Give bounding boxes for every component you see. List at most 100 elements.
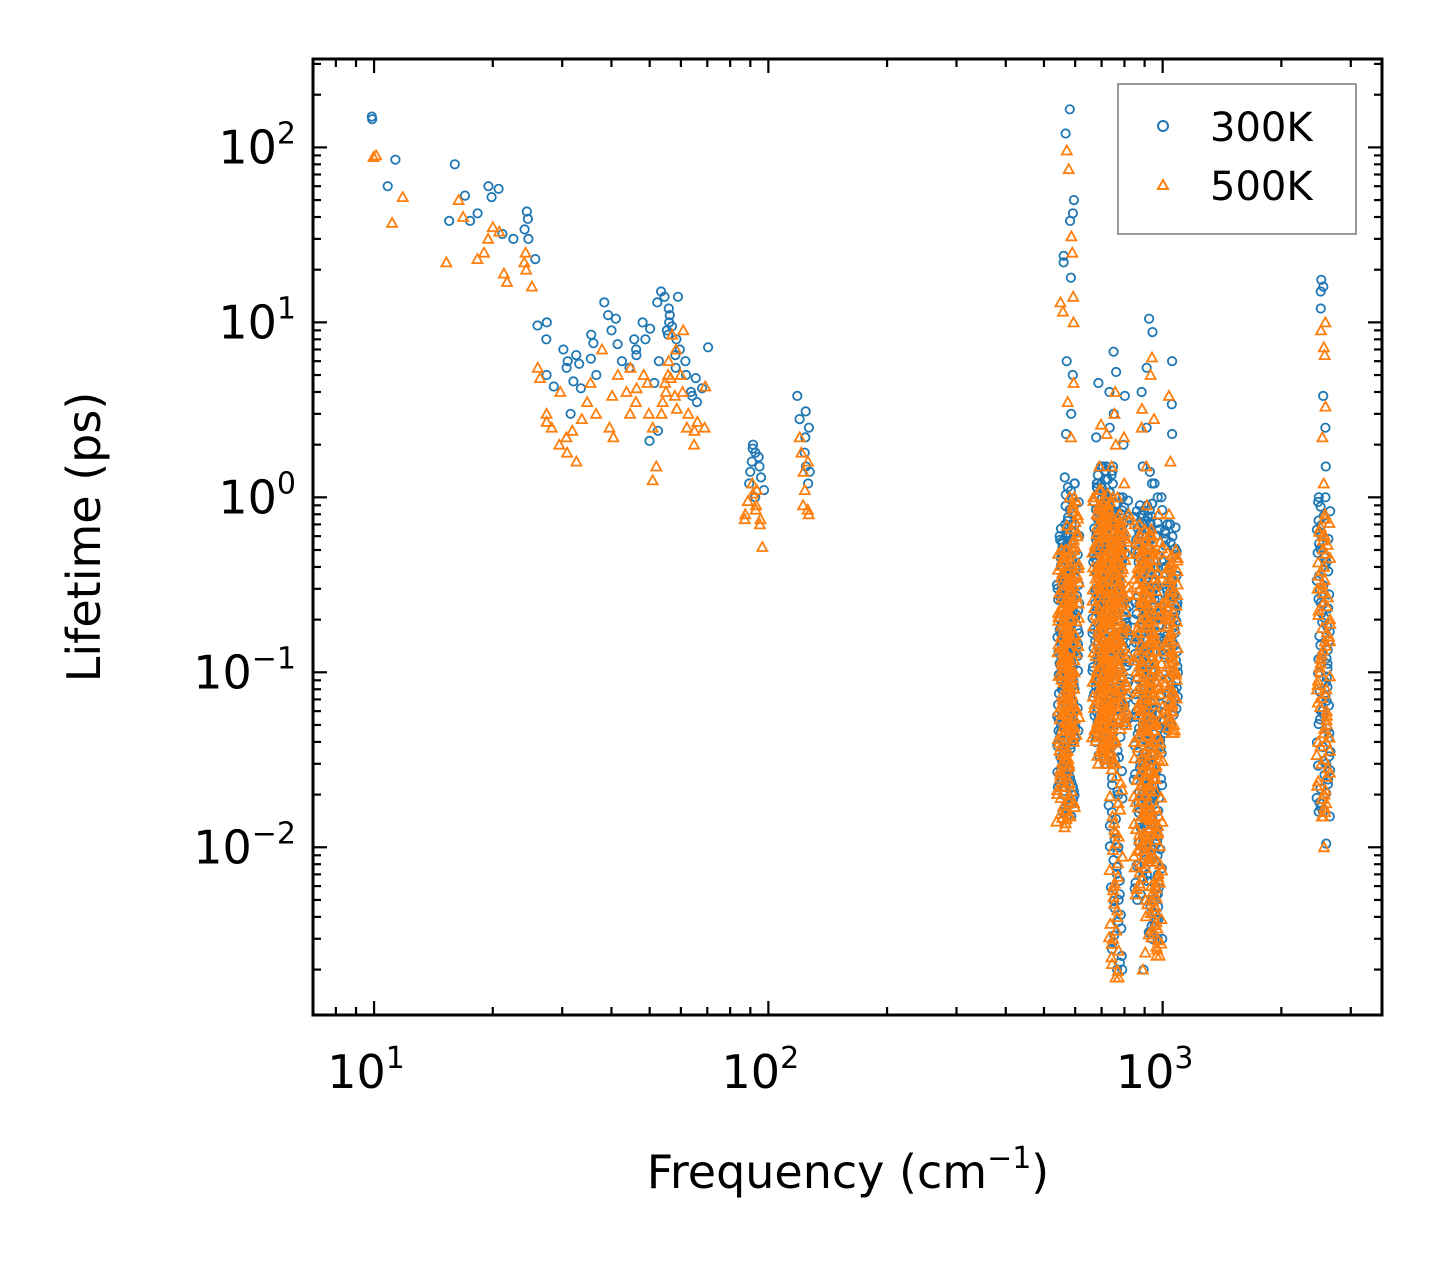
band-point-300k xyxy=(1313,492,1324,503)
band-point-500k xyxy=(1153,839,1167,852)
data-point-300k xyxy=(1149,478,1160,489)
data-point-300k xyxy=(1108,346,1119,357)
band-point-500k xyxy=(1111,964,1125,976)
band-point-500k xyxy=(1110,510,1125,523)
band-point-500k xyxy=(1159,593,1173,606)
data-point-300k xyxy=(629,334,640,345)
data-point-300k xyxy=(792,390,803,401)
data-point-500k xyxy=(1318,315,1332,328)
data-point-300k xyxy=(1068,195,1080,206)
data-point-500k xyxy=(1134,809,1149,822)
y-tick-label: 100 xyxy=(218,466,296,524)
band-point-500k xyxy=(1100,556,1114,568)
data-point-500k xyxy=(1096,529,1110,541)
band-point-500k xyxy=(1115,782,1129,795)
data-point-300k xyxy=(449,159,460,170)
data-point-500k xyxy=(681,406,695,419)
data-point-500k xyxy=(1066,289,1080,302)
band-point-500k xyxy=(1131,625,1145,638)
data-point-500k xyxy=(1142,581,1156,594)
band-point-500k xyxy=(1311,673,1325,686)
data-point-500k xyxy=(1108,826,1122,839)
data-point-500k xyxy=(1063,490,1077,503)
band-point-500k xyxy=(1155,815,1169,827)
band-point-500k xyxy=(1071,561,1085,574)
data-point-500k xyxy=(664,371,678,384)
data-point-500k xyxy=(1165,704,1179,716)
data-point-500k xyxy=(674,368,688,380)
data-point-300k xyxy=(664,309,675,321)
data-point-500k xyxy=(1056,304,1070,317)
data-point-300k xyxy=(747,439,759,450)
data-point-500k xyxy=(1063,595,1077,608)
data-point-500k xyxy=(1058,543,1072,555)
data-point-300k xyxy=(630,344,642,355)
data-point-500k xyxy=(1135,543,1149,555)
data-point-500k xyxy=(1107,406,1122,419)
legend: 300K 500K xyxy=(1117,83,1357,235)
data-point-500k xyxy=(1164,726,1179,738)
band-point-500k xyxy=(1110,608,1124,620)
data-point-300k xyxy=(1320,422,1331,433)
band-point-500k xyxy=(1154,936,1168,949)
band-point-500k xyxy=(1146,894,1160,906)
data-point-300k xyxy=(1165,519,1176,530)
data-point-500k xyxy=(623,360,637,373)
band-point-500k xyxy=(1146,626,1160,639)
data-point-300k xyxy=(508,233,519,244)
data-point-300k xyxy=(702,342,714,353)
data-point-500k xyxy=(606,430,620,443)
band-point-500k xyxy=(1148,900,1162,912)
data-point-500k xyxy=(1097,735,1111,747)
band-point-500k xyxy=(1111,856,1125,869)
data-point-500k xyxy=(687,423,701,436)
data-point-300k xyxy=(483,181,494,192)
band-point-500k xyxy=(1149,620,1163,633)
band-point-500k xyxy=(1070,703,1084,715)
band-point-500k xyxy=(1103,917,1117,929)
band-point-500k xyxy=(1086,560,1100,573)
band-point-500k xyxy=(1129,588,1143,601)
band-point-500k xyxy=(1311,735,1325,747)
data-point-300k xyxy=(585,353,597,364)
data-point-500k xyxy=(1090,665,1104,678)
band-point-300k xyxy=(1092,469,1104,481)
data-point-300k xyxy=(672,291,684,302)
data-point-500k xyxy=(559,430,573,443)
band-point-500k xyxy=(1102,682,1116,694)
data-point-500k xyxy=(553,385,567,397)
data-point-500k xyxy=(1117,476,1131,489)
data-point-300k xyxy=(541,334,552,345)
data-point-300k xyxy=(1060,128,1071,139)
data-point-300k xyxy=(631,349,642,361)
data-point-300k xyxy=(1065,215,1076,226)
data-point-500k xyxy=(1318,348,1332,361)
data-point-500k xyxy=(492,224,506,237)
band-point-500k xyxy=(1069,727,1083,740)
data-point-500k xyxy=(630,381,644,394)
data-point-500k xyxy=(1148,879,1162,891)
band-point-300k xyxy=(1103,800,1114,811)
data-point-300k xyxy=(390,154,401,165)
band-point-500k xyxy=(1169,598,1183,611)
band-point-500k xyxy=(1070,568,1084,581)
data-point-500k xyxy=(746,486,760,499)
data-point-500k xyxy=(1135,595,1149,608)
band-point-500k xyxy=(1115,681,1129,694)
band-point-500k xyxy=(1116,693,1130,706)
data-point-500k xyxy=(605,389,619,401)
data-point-500k xyxy=(1148,770,1162,783)
data-point-500k xyxy=(668,389,682,401)
data-point-500k xyxy=(1062,756,1076,769)
data-point-300k xyxy=(568,376,579,387)
data-point-500k xyxy=(595,342,609,355)
band-point-500k xyxy=(1143,529,1157,541)
band-point-500k xyxy=(1146,924,1160,937)
data-point-500k xyxy=(1317,476,1331,489)
band-point-500k xyxy=(1121,534,1135,547)
data-point-300k xyxy=(1093,377,1104,389)
data-point-300k xyxy=(1318,281,1329,292)
data-point-500k xyxy=(629,395,643,408)
band-point-500k xyxy=(1156,754,1170,766)
data-point-500k xyxy=(619,385,634,397)
